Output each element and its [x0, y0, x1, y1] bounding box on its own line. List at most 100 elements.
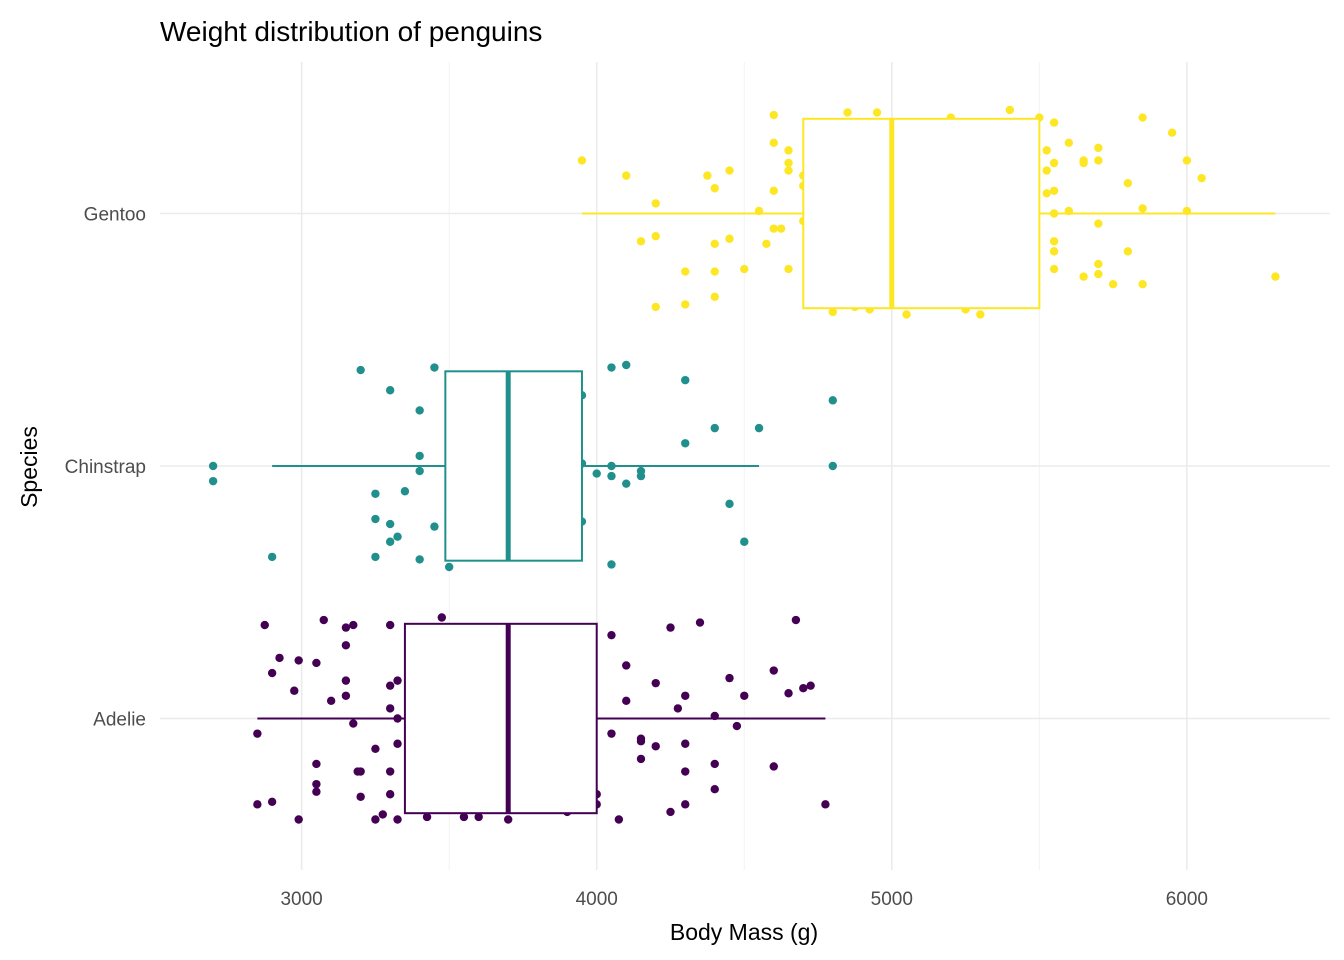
data-point-adelie	[260, 620, 269, 630]
data-point-gentoo	[1108, 280, 1118, 289]
data-point-chinstrap	[444, 562, 454, 572]
data-point-chinstrap	[740, 537, 749, 546]
data-point-adelie	[341, 641, 351, 650]
data-point-adelie	[636, 737, 646, 746]
data-point-adelie	[681, 767, 690, 776]
data-point-gentoo	[681, 300, 690, 309]
data-point-adelie	[356, 792, 365, 801]
data-point-gentoo	[784, 166, 793, 175]
data-point-chinstrap	[371, 489, 380, 498]
data-point-gentoo	[1138, 204, 1147, 213]
data-point-gentoo	[1271, 272, 1280, 281]
data-point-adelie	[253, 729, 262, 738]
data-point-adelie	[371, 815, 380, 824]
data-point-adelie	[319, 615, 328, 625]
data-point-gentoo	[577, 156, 587, 165]
data-point-gentoo	[762, 239, 771, 248]
data-point-gentoo	[651, 302, 660, 312]
data-point-gentoo	[636, 237, 646, 246]
box	[444, 370, 583, 562]
data-point-gentoo	[1079, 272, 1088, 281]
data-point-adelie	[622, 661, 631, 670]
data-point-chinstrap	[430, 522, 439, 531]
data-point-chinstrap	[385, 519, 395, 529]
boxplot-chinstrap	[272, 370, 760, 562]
data-point-gentoo	[1182, 156, 1192, 165]
data-point-adelie	[385, 704, 395, 713]
data-point-adelie	[651, 742, 660, 751]
data-point-chinstrap	[622, 360, 631, 370]
data-point-chinstrap	[415, 406, 424, 415]
data-point-gentoo	[681, 267, 690, 276]
data-point-gentoo	[1123, 247, 1133, 256]
data-point-adelie	[275, 653, 284, 663]
data-point-gentoo	[784, 146, 793, 155]
data-point-chinstrap	[754, 423, 764, 433]
data-point-gentoo	[776, 224, 786, 233]
jitter-points	[208, 105, 1280, 824]
data-point-adelie	[769, 762, 778, 771]
data-point-gentoo	[1049, 247, 1059, 256]
data-point-adelie	[437, 613, 447, 622]
x-tick-label: 4000	[576, 889, 618, 910]
data-point-gentoo	[769, 186, 778, 195]
data-point-adelie	[267, 668, 277, 678]
data-point-chinstrap	[607, 363, 616, 372]
data-point-chinstrap	[636, 471, 646, 481]
x-tick-label: 6000	[1166, 889, 1208, 910]
data-point-gentoo	[1094, 156, 1103, 165]
data-point-gentoo	[710, 292, 719, 302]
data-point-adelie	[695, 618, 705, 627]
data-point-adelie	[821, 800, 830, 809]
data-point-chinstrap	[393, 532, 402, 541]
data-point-adelie	[349, 620, 358, 630]
data-point-adelie	[725, 673, 734, 683]
data-point-gentoo	[710, 267, 719, 276]
data-point-gentoo	[1049, 158, 1059, 168]
boxplot-adelie	[257, 622, 826, 815]
data-point-adelie	[784, 689, 793, 698]
data-point-gentoo	[725, 234, 734, 243]
data-point-adelie	[666, 807, 675, 817]
data-point-gentoo	[1079, 156, 1088, 165]
data-point-gentoo	[1005, 105, 1015, 115]
y-tick-label: Chinstrap	[65, 457, 146, 478]
data-point-adelie	[393, 676, 402, 685]
data-point-adelie	[385, 681, 395, 690]
y-axis-title: Species	[16, 426, 42, 508]
data-point-gentoo	[651, 199, 660, 208]
data-point-gentoo	[1064, 138, 1074, 147]
data-point-adelie	[740, 691, 749, 700]
box	[802, 117, 1041, 310]
data-point-chinstrap	[385, 386, 395, 395]
data-point-adelie	[503, 815, 513, 824]
data-point-gentoo	[1123, 179, 1133, 188]
data-point-chinstrap	[267, 552, 277, 562]
data-point-gentoo	[710, 184, 719, 193]
data-point-adelie	[422, 812, 432, 822]
data-point-adelie	[341, 691, 351, 700]
data-point-gentoo	[1049, 237, 1059, 246]
x-tick-label: 3000	[280, 889, 322, 910]
x-axis-title: Body Mass (g)	[670, 919, 818, 945]
data-point-gentoo	[828, 307, 837, 317]
data-point-adelie	[622, 696, 631, 706]
data-point-chinstrap	[681, 439, 690, 448]
data-point-gentoo	[784, 264, 793, 274]
data-point-adelie	[312, 787, 321, 796]
data-point-adelie	[614, 815, 624, 824]
data-point-adelie	[636, 754, 646, 764]
data-point-chinstrap	[415, 555, 424, 564]
data-point-adelie	[294, 656, 303, 665]
data-point-gentoo	[976, 310, 985, 319]
data-point-adelie	[799, 684, 808, 693]
data-point-gentoo	[769, 110, 778, 120]
data-point-chinstrap	[400, 487, 410, 496]
data-point-adelie	[294, 815, 303, 824]
data-point-adelie	[353, 767, 362, 776]
data-point-gentoo	[1138, 280, 1147, 289]
data-point-adelie	[806, 681, 815, 690]
data-point-chinstrap	[622, 479, 631, 488]
data-point-gentoo	[1094, 259, 1103, 269]
